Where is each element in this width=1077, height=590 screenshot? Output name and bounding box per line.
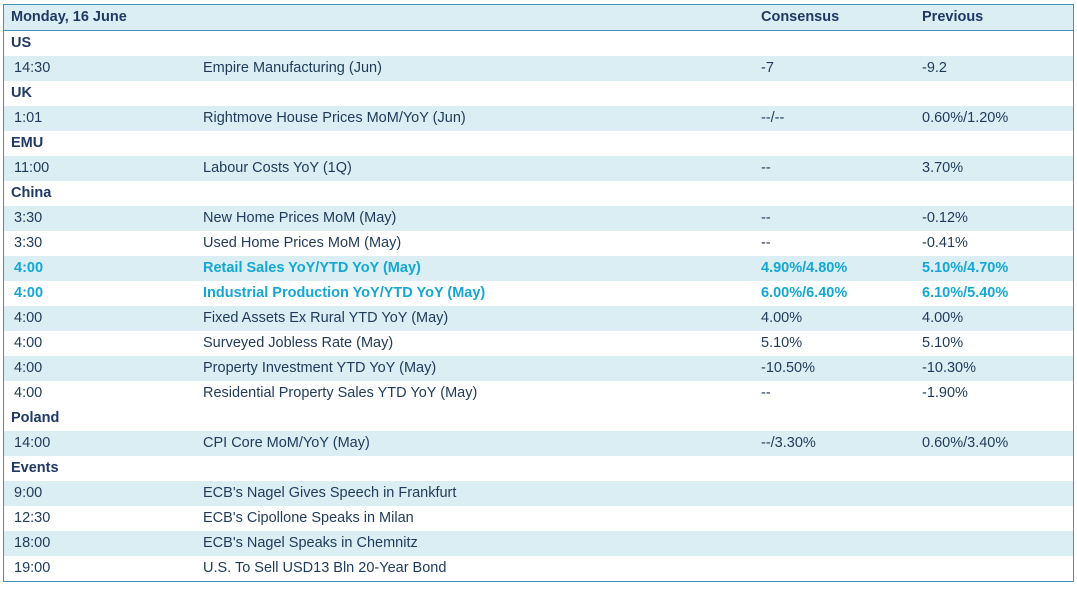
event-name: Residential Property Sales YTD YoY (May) bbox=[203, 385, 478, 401]
event-name: Fixed Assets Ex Rural YTD YoY (May) bbox=[203, 310, 449, 326]
event-time: 11:00 bbox=[14, 160, 50, 176]
event-previous: -0.41% bbox=[922, 235, 968, 251]
event-name: Used Home Prices MoM (May) bbox=[203, 235, 402, 251]
event-previous: 0.60%/3.40% bbox=[922, 435, 1009, 451]
event-row: 4:00 Surveyed Jobless Rate (May) 5.10% 5.10… bbox=[4, 331, 1073, 356]
event-row: 4:00 Retail Sales YoY/YTD YoY (May) 4.90%/… bbox=[4, 256, 1073, 281]
event-previous bbox=[922, 481, 1072, 506]
event-previous: 5.10%/4.70% bbox=[922, 260, 1009, 276]
event-previous: -9.2 bbox=[922, 60, 947, 76]
event-previous bbox=[922, 556, 1072, 581]
event-consensus: -- bbox=[761, 210, 771, 226]
event-name: Retail Sales YoY/YTD YoY (May) bbox=[203, 260, 421, 276]
event-previous: -0.12% bbox=[922, 210, 968, 226]
event-name: Industrial Production YoY/YTD YoY (May) bbox=[203, 285, 486, 301]
event-consensus: -7 bbox=[761, 60, 774, 76]
event-name: Surveyed Jobless Rate (May) bbox=[203, 335, 394, 351]
event-consensus bbox=[761, 481, 916, 506]
event-consensus: 4.00% bbox=[761, 310, 803, 326]
region-label: US bbox=[11, 35, 32, 51]
event-previous: -1.90% bbox=[922, 385, 968, 401]
event-row: 12:30 ECB's Cipollone Speaks in Milan bbox=[4, 506, 1073, 531]
event-name: ECB's Nagel Speaks in Chemnitz bbox=[203, 535, 418, 551]
event-previous bbox=[922, 531, 1072, 556]
table-header: Monday, 16 June Consensus Previous bbox=[4, 5, 1073, 31]
event-time: 4:00 bbox=[14, 385, 43, 401]
event-time: 3:30 bbox=[14, 210, 43, 226]
event-name: Labour Costs YoY (1Q) bbox=[203, 160, 352, 176]
event-consensus: -- bbox=[761, 160, 771, 176]
event-name: ECB's Cipollone Speaks in Milan bbox=[203, 510, 414, 526]
event-previous: 4.00% bbox=[922, 310, 964, 326]
event-row: 4:00 Residential Property Sales YTD YoY (… bbox=[4, 381, 1073, 406]
event-previous: 5.10% bbox=[922, 335, 964, 351]
economic-calendar-table: Monday, 16 June Consensus Previous US 14:… bbox=[3, 4, 1074, 582]
event-name: ECB's Nagel Gives Speech in Frankfurt bbox=[203, 485, 457, 501]
region-section-row: China bbox=[4, 181, 1073, 206]
region-section-row: EMU bbox=[4, 131, 1073, 156]
event-consensus: --/-- bbox=[761, 110, 785, 126]
event-time: 12:30 bbox=[14, 510, 51, 526]
event-consensus: -- bbox=[761, 235, 771, 251]
event-consensus: 5.10% bbox=[761, 335, 803, 351]
event-consensus bbox=[761, 506, 916, 531]
event-time: 4:00 bbox=[14, 360, 43, 376]
date-heading: Monday, 16 June bbox=[11, 9, 127, 25]
event-name: Property Investment YTD YoY (May) bbox=[203, 360, 437, 376]
event-time: 18:00 bbox=[14, 535, 51, 551]
event-row: 1:01 Rightmove House Prices MoM/YoY (Jun)… bbox=[4, 106, 1073, 131]
event-consensus bbox=[761, 556, 916, 581]
event-row: 11:00 Labour Costs YoY (1Q) -- 3.70% bbox=[4, 156, 1073, 181]
region-label: UK bbox=[11, 85, 32, 101]
event-consensus: 4.90%/4.80% bbox=[761, 260, 848, 276]
event-time: 4:00 bbox=[14, 260, 44, 276]
event-time: 14:00 bbox=[14, 435, 51, 451]
event-row: 9:00 ECB's Nagel Gives Speech in Frankfur… bbox=[4, 481, 1073, 506]
event-time: 4:00 bbox=[14, 285, 44, 301]
event-row: 19:00 U.S. To Sell USD13 Bln 20-Year Bond bbox=[4, 556, 1073, 581]
event-row: 14:30 Empire Manufacturing (Jun) -7 -9.2 bbox=[4, 56, 1073, 81]
event-time: 19:00 bbox=[14, 560, 51, 576]
event-consensus: 6.00%/6.40% bbox=[761, 285, 848, 301]
event-name: Rightmove House Prices MoM/YoY (Jun) bbox=[203, 110, 466, 126]
region-label: Events bbox=[11, 460, 59, 476]
consensus-column-header: Consensus bbox=[761, 9, 840, 25]
event-row: 4:00 Property Investment YTD YoY (May) -10… bbox=[4, 356, 1073, 381]
event-row: 4:00 Fixed Assets Ex Rural YTD YoY (May) 4… bbox=[4, 306, 1073, 331]
event-name: Empire Manufacturing (Jun) bbox=[203, 60, 382, 76]
event-consensus bbox=[761, 531, 916, 556]
event-consensus: -- bbox=[761, 385, 771, 401]
event-row: 18:00 ECB's Nagel Speaks in Chemnitz bbox=[4, 531, 1073, 556]
event-time: 1:01 bbox=[14, 110, 43, 126]
event-time: 4:00 bbox=[14, 335, 43, 351]
region-section-row: Poland bbox=[4, 406, 1073, 431]
region-section-row: Events bbox=[4, 456, 1073, 481]
region-label: EMU bbox=[11, 135, 44, 151]
event-previous: 0.60%/1.20% bbox=[922, 110, 1009, 126]
table-body: US 14:30 Empire Manufacturing (Jun) -7 -9.2 U… bbox=[4, 31, 1073, 581]
event-row: 4:00 Industrial Production YoY/YTD YoY (M… bbox=[4, 281, 1073, 306]
previous-column-header: Previous bbox=[922, 9, 984, 25]
event-time: 3:30 bbox=[14, 235, 43, 251]
event-row: 3:30 New Home Prices MoM (May) -- -0.12% bbox=[4, 206, 1073, 231]
region-section-row: US bbox=[4, 31, 1073, 56]
event-time: 14:30 bbox=[14, 60, 51, 76]
region-label: China bbox=[11, 185, 52, 201]
event-row: 14:00 CPI Core MoM/YoY (May) --/3.30% 0.60%… bbox=[4, 431, 1073, 456]
event-name: New Home Prices MoM (May) bbox=[203, 210, 397, 226]
event-time: 9:00 bbox=[14, 485, 43, 501]
event-previous: 3.70% bbox=[922, 160, 964, 176]
event-time: 4:00 bbox=[14, 310, 43, 326]
region-label: Poland bbox=[11, 410, 60, 426]
event-consensus: --/3.30% bbox=[761, 435, 816, 451]
event-name: U.S. To Sell USD13 Bln 20-Year Bond bbox=[203, 560, 447, 576]
event-row: 3:30 Used Home Prices MoM (May) -- -0.41% bbox=[4, 231, 1073, 256]
region-section-row: UK bbox=[4, 81, 1073, 106]
event-previous bbox=[922, 506, 1072, 531]
event-previous: -10.30% bbox=[922, 360, 977, 376]
event-consensus: -10.50% bbox=[761, 360, 816, 376]
event-name: CPI Core MoM/YoY (May) bbox=[203, 435, 370, 451]
event-previous: 6.10%/5.40% bbox=[922, 285, 1009, 301]
